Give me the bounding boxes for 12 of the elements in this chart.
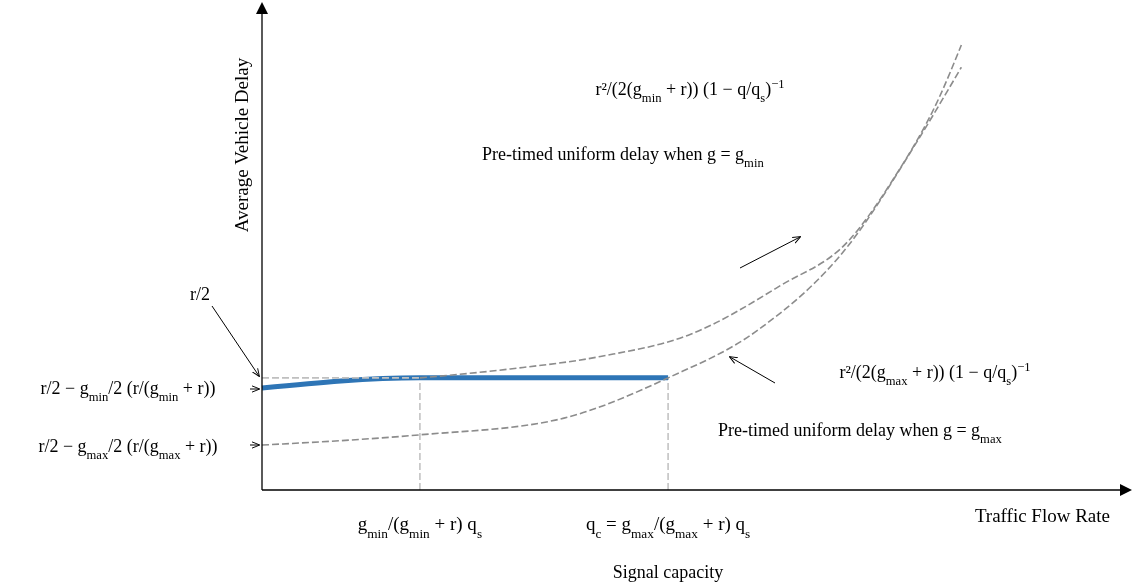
annotation: r²/(2(g$_{min}$ + r)) (1 − q/q$_{s}$)$^{−1}$: [595, 77, 785, 105]
text: r/2: [190, 284, 210, 304]
text: r/2 − g$_{max}$/2 (r/(g$_{max}$ + r)): [38, 436, 218, 462]
text: r/2 − g$_{min}$/2 (r/(g$_{min}$ + r)): [40, 378, 216, 404]
x-axis-title: Traffic Flow Rate: [974, 505, 1110, 526]
annotation: Pre-timed uniform delay when g = g$_{max}$: [718, 420, 1003, 446]
x-tick-label: g$_{min}$/(g$_{min}$ + r) q$_{s}$: [357, 513, 483, 541]
x-tick-label: q$_{c}$ = g$_{max}$/(g$_{max}$ + r) q$_{s}$: [585, 513, 751, 541]
y-axis-title: Average Vehicle Delay: [231, 57, 252, 233]
text: Signal capacity: [612, 562, 724, 582]
annotation: Pre-timed uniform delay when g = g$_{min}$: [482, 144, 765, 170]
annotation: r²/(2(g$_{max}$ + r)) (1 − q/q$_{s}$)$^{−1}$: [839, 360, 1031, 388]
